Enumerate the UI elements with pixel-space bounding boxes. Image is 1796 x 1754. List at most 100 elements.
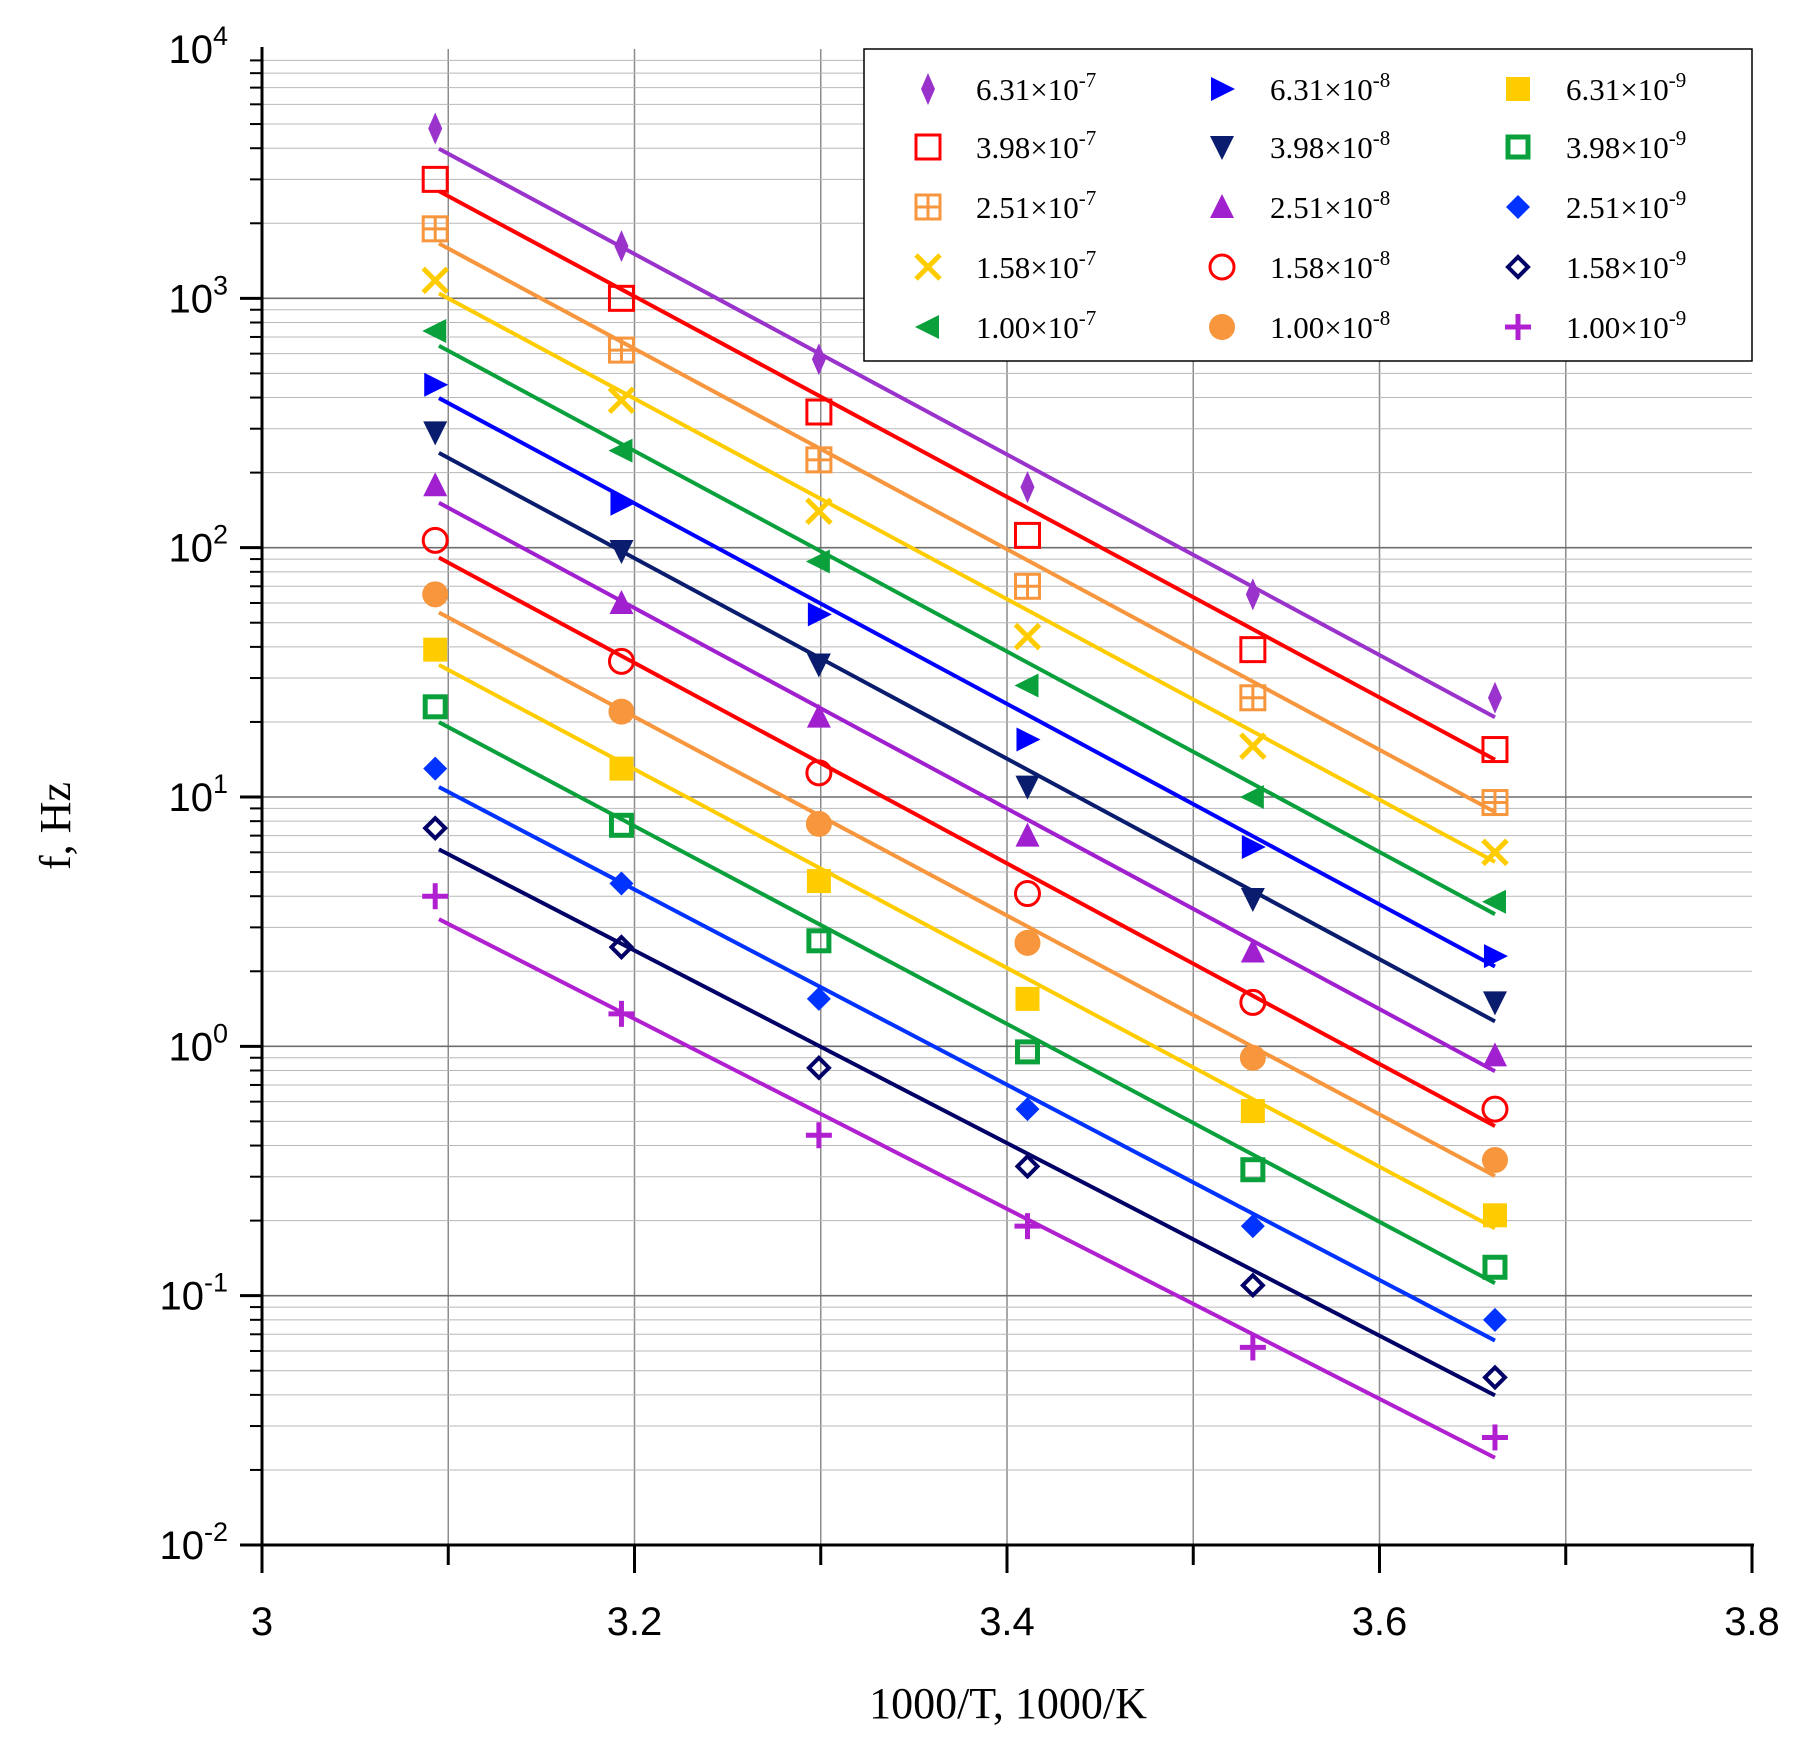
data-point	[1481, 1147, 1508, 1174]
legend-marker	[1208, 253, 1236, 281]
legend-marker	[914, 253, 942, 281]
legend-marker	[1505, 254, 1531, 280]
data-point	[1482, 991, 1507, 1016]
legend-marker	[1210, 136, 1234, 160]
data-point	[422, 694, 448, 720]
data-point	[1481, 889, 1506, 914]
legend-marker	[914, 133, 942, 161]
y-tick-label: 10-2	[159, 1517, 228, 1568]
x-axis-title: 1000/T, 1000/K	[869, 1679, 1147, 1728]
data-point	[609, 756, 634, 781]
data-point	[806, 869, 831, 894]
legend-marker	[1209, 314, 1235, 340]
legend-label: 3.98×10-7	[976, 126, 1096, 165]
x-tick-label: 3.8	[1724, 1600, 1780, 1644]
data-point	[609, 589, 634, 614]
data-point	[428, 112, 443, 145]
data-point	[421, 165, 449, 193]
data-point	[806, 653, 831, 678]
data-point	[1482, 1254, 1508, 1280]
data-point	[422, 883, 449, 910]
data-point	[1013, 622, 1042, 651]
data-point	[1014, 1039, 1040, 1065]
data-point	[1240, 1272, 1266, 1299]
y-axis-title: f, Hz	[31, 782, 80, 870]
legend-marker	[1505, 134, 1531, 160]
data-point	[1240, 887, 1265, 912]
data-point	[608, 698, 635, 725]
legend-marker	[1506, 195, 1530, 219]
data-point	[1014, 929, 1041, 956]
data-point	[1239, 1044, 1266, 1071]
data-point	[1016, 727, 1041, 752]
tick-labels: 3 3.2 3.4 3.6 3.8 10-2 10-1 100 101 102 103 104	[159, 21, 1779, 1644]
data-point	[1015, 822, 1040, 847]
data-point	[1014, 673, 1039, 698]
legend-marker	[1210, 194, 1234, 218]
data-point	[1015, 986, 1040, 1011]
data-point	[1481, 736, 1509, 764]
x-tick-label: 3.6	[1352, 1600, 1408, 1644]
data-point	[607, 284, 635, 312]
data-point	[1013, 521, 1041, 549]
data-point	[1014, 1213, 1041, 1240]
data-point	[807, 602, 832, 627]
data-point	[1483, 944, 1508, 969]
data-point	[806, 1054, 832, 1081]
legend-marker	[915, 315, 939, 339]
data-point	[608, 934, 635, 960]
data-point	[422, 581, 449, 608]
data-point	[1240, 1214, 1265, 1239]
legend-label: 1.00×10-8	[1270, 306, 1390, 345]
x-tick-label: 3	[251, 1600, 273, 1644]
y-tick-label: 100	[168, 1018, 228, 1069]
data-points	[421, 112, 1509, 1451]
data-point	[423, 421, 448, 446]
legend-label: 2.51×10-9	[1566, 186, 1686, 225]
legend: 6.31×10-7 3.98×10-7 2.51×10-7 1.58×10-7 1.00…	[863, 48, 1753, 362]
legend-marker	[1506, 77, 1530, 101]
data-point	[806, 986, 831, 1011]
data-point	[1481, 1424, 1508, 1451]
data-point	[805, 398, 833, 426]
data-point	[805, 497, 833, 525]
legend-label: 1.58×10-8	[1270, 246, 1390, 285]
data-point	[607, 386, 636, 415]
y-tick-label: 104	[168, 21, 228, 72]
data-point	[1240, 1099, 1265, 1124]
data-point	[423, 472, 448, 497]
data-point	[608, 1000, 635, 1027]
data-point	[607, 336, 635, 364]
legend-label: 6.31×10-8	[1270, 68, 1390, 107]
fit-line	[437, 343, 1496, 916]
fit-line	[437, 291, 1496, 864]
y-tick-label: 101	[168, 769, 228, 820]
legend-marker	[1211, 77, 1235, 101]
legend-label: 1.00×10-9	[1566, 306, 1686, 345]
data-point	[614, 230, 629, 263]
data-point	[806, 928, 832, 954]
data-point	[1013, 572, 1041, 600]
grid-lines	[262, 49, 1752, 1545]
y-tick-label: 103	[168, 270, 228, 321]
fit-line	[438, 917, 1496, 1460]
data-point	[1240, 1157, 1266, 1183]
data-point	[1239, 684, 1267, 712]
data-point	[1481, 789, 1509, 817]
data-point	[1239, 732, 1267, 760]
data-point	[1240, 938, 1265, 963]
data-point	[805, 810, 832, 837]
data-point	[1239, 988, 1267, 1016]
legend-label: 6.31×10-7	[976, 68, 1096, 107]
legend-label: 6.31×10-9	[1566, 68, 1686, 107]
data-point	[1015, 1097, 1040, 1122]
legend-box	[863, 48, 1753, 362]
data-point	[1481, 1095, 1509, 1123]
data-point	[421, 215, 449, 243]
data-point	[805, 759, 833, 787]
fit-line	[437, 146, 1496, 719]
data-point	[609, 871, 634, 896]
y-tick-label: 10-1	[159, 1268, 228, 1319]
x-tick-label: 3.4	[979, 1600, 1035, 1644]
